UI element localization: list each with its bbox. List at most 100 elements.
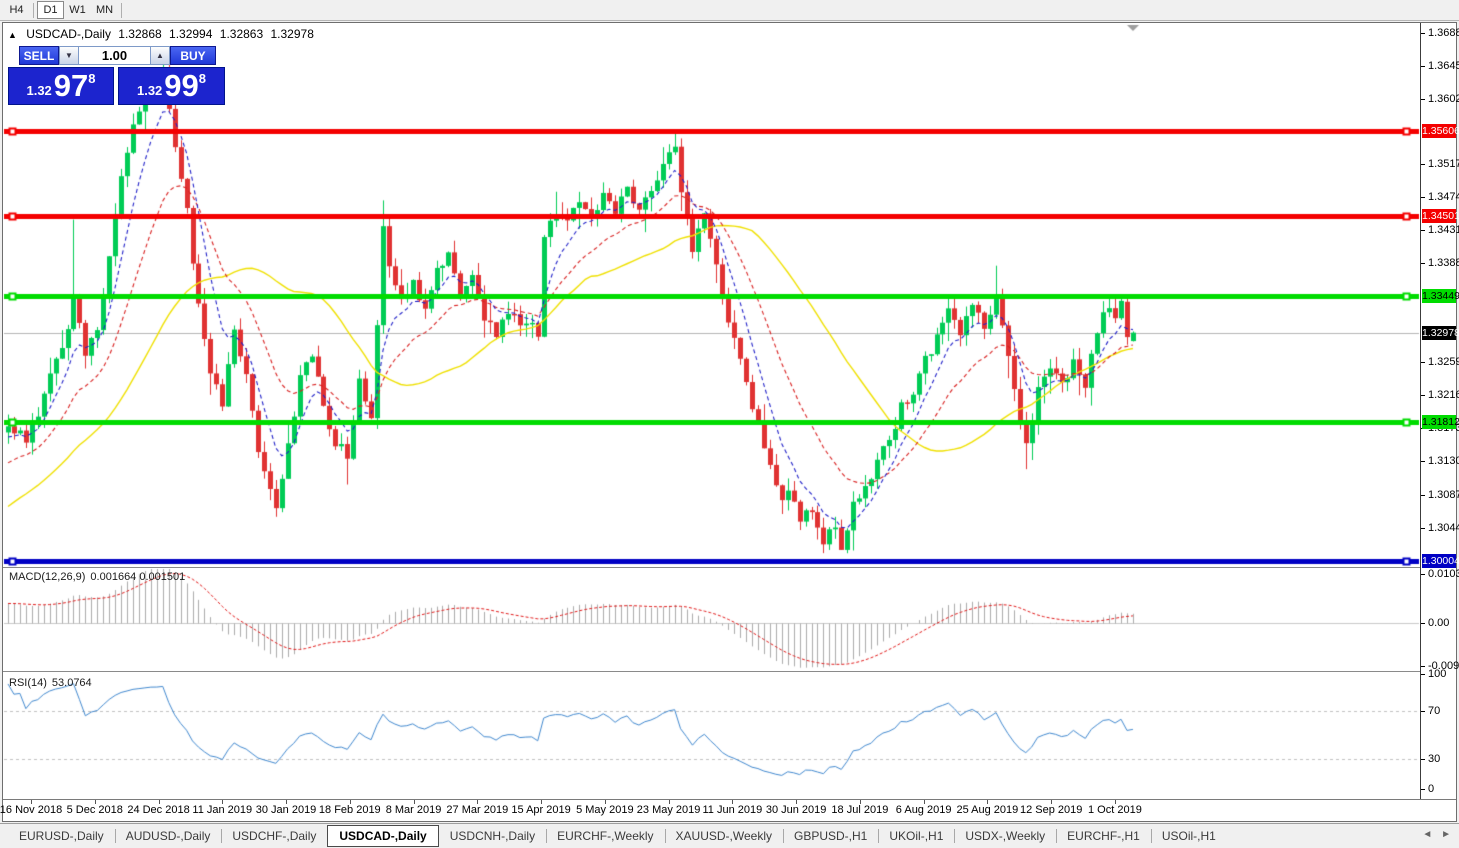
date-axis-label: 11 Jan 2019 <box>192 804 253 816</box>
date-axis-label: 1 Oct 2019 <box>1087 804 1142 816</box>
symbol-tab-usdcad-daily[interactable]: USDCAD-,Daily <box>327 825 439 847</box>
symbol-tab-gbpusd-h1[interactable]: GBPUSD-,H1 <box>783 826 878 846</box>
buy-price-prefix: 1.32 <box>136 83 163 98</box>
chart-window: 1.36880 1.36450 1.36020 1.35170 1.34740 1.343… <box>0 22 1459 822</box>
tab-scroll-nav: ◄ ► <box>1416 829 1451 840</box>
symbol-tab-usdcnh-daily[interactable]: USDCNH-,Daily <box>449 829 536 843</box>
price-axis-tick: 1.30870 <box>1421 489 1459 501</box>
date-axis[interactable]: 16 Nov 2018 5 Dec 2018 24 Dec 2018 11 Jan 2… <box>0 799 1456 821</box>
current-price-badge: 1.32978 <box>1422 326 1459 340</box>
date-axis-tick <box>222 800 223 804</box>
price-axis-tick: 1.32160 <box>1421 389 1459 401</box>
price-axis-tick: 70 <box>1421 705 1440 717</box>
date-axis-tick <box>987 800 988 804</box>
symbol-tab-usdx-weekly[interactable]: USDX-,Weekly <box>954 826 1056 846</box>
date-axis-tick <box>860 800 861 804</box>
symbol-tab-audusd-daily[interactable]: AUDUSD-,Daily <box>114 826 222 846</box>
price-chart-canvas[interactable] <box>3 23 1420 799</box>
price-axis-tick: 1.32590 <box>1421 356 1459 368</box>
macd-pane-separator[interactable] <box>3 567 1456 568</box>
date-axis-tick <box>796 800 797 804</box>
symbol-tab-eurchf-h1[interactable]: EURCHF-,H1 <box>1056 826 1151 846</box>
price-axis-tick: 1.36880 <box>1421 27 1459 39</box>
lot-increase-button[interactable]: ▲ <box>150 46 170 65</box>
level-price-badge: 1.34501 <box>1422 209 1459 223</box>
ohlc-low: 1.32863 <box>219 27 264 41</box>
price-axis-tick: 1.33880 <box>1421 257 1459 269</box>
macd-indicator-label: MACD(12,26,9) 0.001664 0.001501 <box>9 571 190 583</box>
price-axis-tick: 100 <box>1421 668 1446 680</box>
buy-price-big: 99 <box>164 68 199 103</box>
price-axis-tick: 30 <box>1421 753 1440 765</box>
symbol-tab-usoil-h1[interactable]: USOil-,H1 <box>1150 826 1227 846</box>
sell-price-big: 97 <box>53 68 89 103</box>
collapse-trade-panel-icon[interactable]: ▲ <box>8 30 17 40</box>
symbol-tab-usdchf-daily[interactable]: USDCHF-,Daily <box>221 826 327 846</box>
lot-decrease-button[interactable]: ▼ <box>59 46 79 65</box>
symbol-tab-ukoil-h1[interactable]: UKOil-,H1 <box>878 826 954 846</box>
date-axis-label: 23 May 2019 <box>636 804 701 816</box>
chart-symbol-title: USDCAD-,Daily <box>26 27 111 41</box>
date-axis-tick <box>350 800 351 804</box>
date-axis-label: 16 Nov 2018 <box>0 804 63 816</box>
price-axis-tick: 0 <box>1421 783 1434 795</box>
sell-button[interactable]: SELL <box>19 46 59 65</box>
level-price-badge: 1.30004 <box>1422 554 1459 568</box>
price-axis-tick: 1.34740 <box>1421 191 1459 203</box>
date-axis-tick <box>924 800 925 804</box>
symbol-tab-eurusd-daily[interactable]: EURUSD-,Daily <box>19 829 104 843</box>
sell-price-sup: 8 <box>88 71 96 86</box>
timeframe-h4[interactable]: H4 <box>9 4 24 16</box>
lot-size-input[interactable] <box>79 46 150 65</box>
timeframe-w1[interactable]: W1 <box>69 4 86 16</box>
buy-button[interactable]: BUY <box>170 46 216 65</box>
symbol-tab-eurchf-weekly[interactable]: EURCHF-,Weekly <box>546 826 664 846</box>
date-axis-label: 12 Sep 2019 <box>1019 804 1083 816</box>
price-axis-tick: -0.00920 <box>1421 660 1459 672</box>
sell-price-prefix: 1.32 <box>26 83 52 98</box>
date-axis-tick <box>1115 800 1116 804</box>
price-axis[interactable]: 1.36880 1.36450 1.36020 1.35170 1.34740 1.343… <box>1420 23 1459 799</box>
rsi-pane-separator[interactable] <box>3 671 1456 672</box>
date-axis-label: 24 Dec 2018 <box>127 804 190 816</box>
date-axis-label: 18 Feb 2019 <box>318 804 381 816</box>
date-axis-tick <box>1051 800 1052 804</box>
toolbar-separator <box>33 2 34 18</box>
date-axis-label: 25 Aug 2019 <box>956 804 1019 816</box>
price-axis-tick: 0.00 <box>1421 617 1449 629</box>
date-axis-tick <box>31 800 32 804</box>
tab-scroll-left-icon[interactable]: ◄ <box>1422 829 1433 840</box>
ohlc-open: 1.32868 <box>118 27 162 41</box>
date-axis-tick <box>477 800 478 804</box>
symbol-tab-xauusd-weekly[interactable]: XAUUSD-,Weekly <box>664 826 783 846</box>
sell-price-display[interactable]: 1.32 97 8 <box>8 67 114 105</box>
timeframe-d1[interactable]: D1 <box>37 1 64 19</box>
date-axis-label: 5 Dec 2018 <box>66 804 123 816</box>
date-axis-label: 27 Mar 2019 <box>446 804 509 816</box>
rsi-value: 53.0764 <box>51 677 92 689</box>
date-axis-tick <box>159 800 160 804</box>
date-axis-tick <box>414 800 415 804</box>
price-axis-tick: 1.31300 <box>1421 455 1459 467</box>
date-axis-label: 6 Aug 2019 <box>895 804 952 816</box>
timeframe-toolbar: H4 D1 W1 MN <box>0 0 1459 21</box>
level-price-badge: 1.33449 <box>1422 289 1459 303</box>
rsi-indicator-label: RSI(14) 53.0764 <box>9 677 97 689</box>
date-axis-label: 8 Mar 2019 <box>385 804 442 816</box>
ohlc-close: 1.32978 <box>270 27 314 41</box>
date-axis-label: 5 May 2019 <box>576 804 634 816</box>
symbol-tab-bar: EURUSD-,Daily AUDUSD-,Daily USDCHF-,Daily U… <box>0 823 1459 848</box>
one-click-trade-panel: SELL ▼ ▲ BUY 1.32 97 8 1.32 99 8 <box>8 46 225 105</box>
date-axis-label: 15 Apr 2019 <box>511 804 571 816</box>
date-axis-label: 30 Jan 2019 <box>255 804 317 816</box>
tab-scroll-right-icon[interactable]: ► <box>1441 829 1451 840</box>
timeframe-mn[interactable]: MN <box>96 4 114 16</box>
buy-price-display[interactable]: 1.32 99 8 <box>118 67 225 105</box>
date-axis-tick <box>541 800 542 804</box>
buy-price-sup: 8 <box>198 71 207 86</box>
date-axis-tick <box>605 800 606 804</box>
spin-down-icon: ▼ <box>65 51 73 60</box>
date-axis-label: 30 Jun 2019 <box>765 804 827 816</box>
price-axis-tick: 1.36450 <box>1421 60 1459 72</box>
